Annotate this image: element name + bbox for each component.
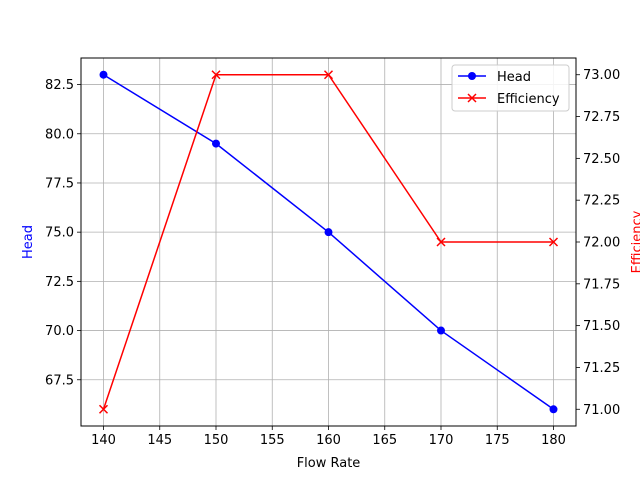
left-y-tick-label: 70.0: [45, 324, 74, 339]
x-tick-label: 175: [485, 433, 510, 448]
x-marker-stroke: [98, 404, 109, 414]
legend-efficiency-label: Efficiency: [497, 92, 560, 107]
legend-head-label: Head: [497, 70, 531, 85]
head-data-point: [437, 326, 445, 335]
left-y-axis: 67.5 70.0 72.5 75.0 77.5 80.0 82.5: [45, 78, 81, 388]
x-tick-label: 165: [372, 433, 397, 448]
series-layer: [98, 70, 559, 414]
legend-x-marker: [467, 93, 477, 103]
x-axis: 140 145 150 155 160 165 170 175 180: [91, 426, 566, 448]
left-y-tick-label: 72.5: [45, 275, 74, 290]
head-data-point: [324, 228, 333, 237]
right-y-tick-label: 72.75: [583, 110, 620, 125]
x-marker-stroke: [323, 70, 334, 80]
legend-efficiency-marker: [467, 93, 477, 103]
x-tick-label: 180: [541, 433, 566, 448]
x-axis-label: Flow Rate: [297, 456, 361, 471]
efficiency-data-point: [323, 70, 334, 80]
x-tick-label: 150: [204, 433, 229, 448]
head-data-point: [99, 70, 108, 79]
x-marker-stroke: [211, 70, 221, 80]
x-marker-stroke: [436, 237, 446, 247]
efficiency-data-point: [548, 237, 559, 247]
left-y-tick-label: 75.0: [45, 226, 74, 241]
efficiency-data-point: [98, 404, 109, 414]
x-marker-stroke: [548, 237, 559, 247]
left-y-axis-label: Head: [21, 225, 36, 259]
right-y-tick-label: 71.25: [583, 361, 620, 376]
legend: Head Efficiency: [451, 64, 570, 112]
left-y-tick-label: 82.5: [45, 78, 74, 93]
right-y-tick-label: 71.50: [583, 319, 620, 334]
x-tick-label: 155: [260, 433, 285, 448]
right-y-tick-label: 71.75: [583, 277, 620, 292]
right-y-tick-label: 71.00: [583, 403, 620, 418]
left-y-tick-label: 77.5: [45, 176, 74, 191]
right-y-tick-label: 73.00: [583, 68, 620, 83]
right-y-axis-label: Efficiency: [630, 210, 640, 273]
efficiency-data-point: [211, 70, 221, 80]
right-y-axis: 71.00 71.25 71.50 71.75 72.00 72.25 72.50 72.75…: [576, 68, 620, 418]
x-tick-label: 170: [429, 433, 454, 448]
efficiency-data-point: [436, 237, 446, 247]
head-data-point: [212, 139, 220, 148]
legend-head-marker: [468, 72, 476, 80]
right-y-tick-label: 72.25: [583, 194, 620, 209]
left-y-tick-label: 80.0: [45, 127, 74, 142]
head-data-point: [549, 405, 558, 414]
right-y-tick-label: 72.00: [583, 236, 620, 251]
x-tick-label: 140: [91, 433, 116, 448]
left-y-tick-label: 67.5: [45, 373, 74, 388]
x-marker-stroke: [467, 93, 477, 103]
x-tick-label: 145: [147, 433, 172, 448]
x-tick-label: 160: [316, 433, 341, 448]
right-y-tick-label: 72.50: [583, 152, 620, 167]
